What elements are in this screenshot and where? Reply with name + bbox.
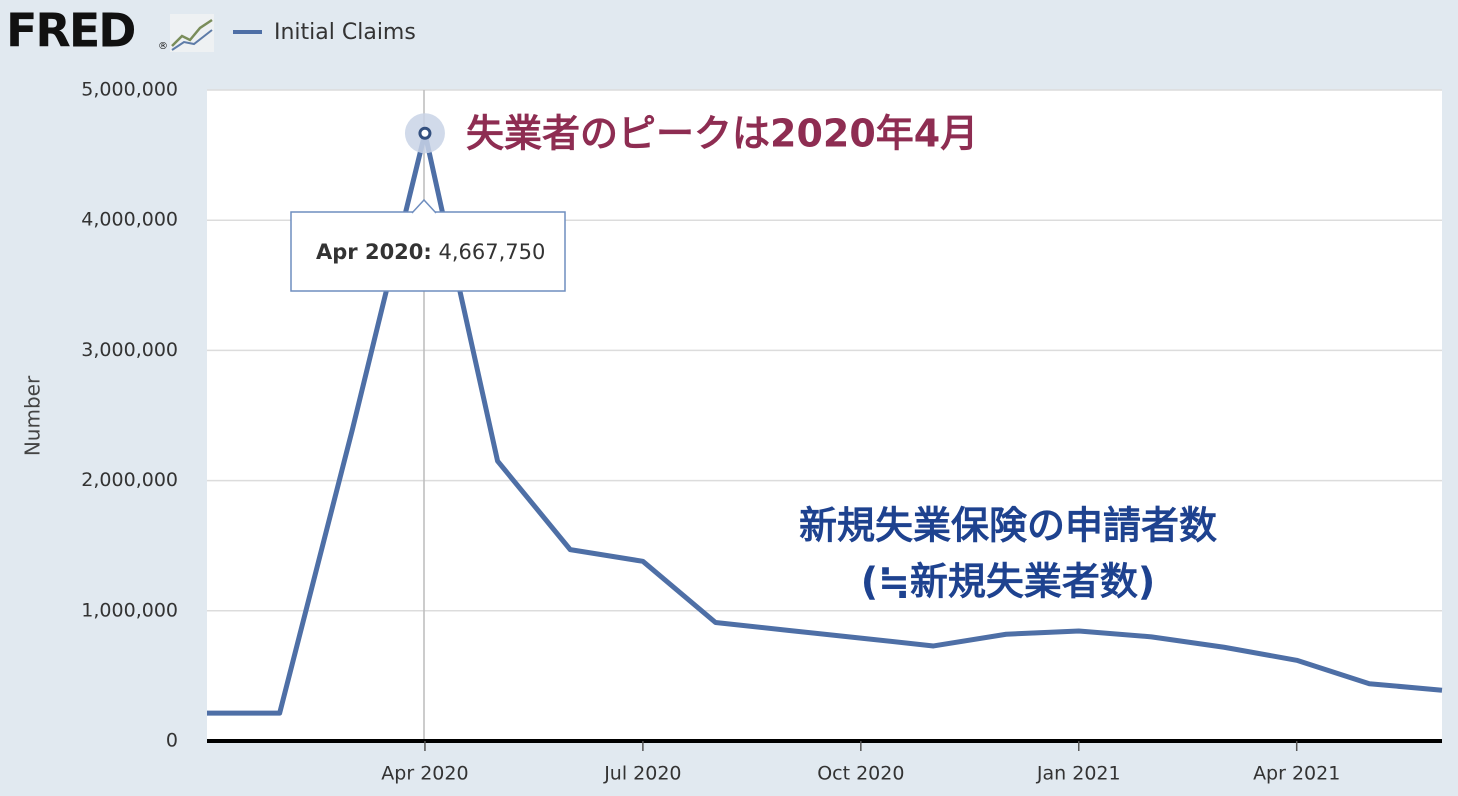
- y-tick-label: 4,000,000: [81, 209, 178, 231]
- tooltip: Apr 2020: 4,667,750: [290, 198, 566, 292]
- data-line: [207, 130, 1443, 716]
- annotation: 新規失業保険の申請者数: [799, 504, 1217, 548]
- x-tick-label: Jan 2021: [1036, 763, 1121, 785]
- y-tick-label: 1,000,000: [81, 599, 178, 621]
- logo-mark: ®: [158, 41, 168, 52]
- data-point: [418, 126, 432, 140]
- y-tick-label: 3,000,000: [81, 339, 178, 361]
- tooltip-value: 4,667,750: [439, 240, 546, 264]
- y-tick-label: 2,000,000: [81, 469, 178, 491]
- legend-label: Initial Claims: [274, 20, 416, 45]
- x-tick-label: Jul 2020: [603, 763, 681, 785]
- tooltip-pointer: [411, 198, 437, 214]
- logo-icon: [170, 14, 214, 52]
- tooltip-text: Apr 2020: 4,667,750: [316, 240, 545, 264]
- annotation: (≒新規失業者数): [861, 560, 1156, 604]
- annotation: 失業者のピークは2020年4月: [466, 112, 978, 156]
- plot-area: [207, 90, 1442, 741]
- y-axis-label: Number: [21, 375, 45, 456]
- x-tick-label: Apr 2020: [381, 763, 468, 785]
- logo: FRED: [6, 4, 134, 58]
- tooltip-date: Apr 2020:: [316, 240, 432, 264]
- y-tick-label: 5,000,000: [81, 79, 178, 101]
- x-tick-label: Apr 2021: [1253, 763, 1340, 785]
- y-tick-label: 0: [166, 730, 178, 752]
- x-tick-label: Oct 2020: [817, 763, 904, 785]
